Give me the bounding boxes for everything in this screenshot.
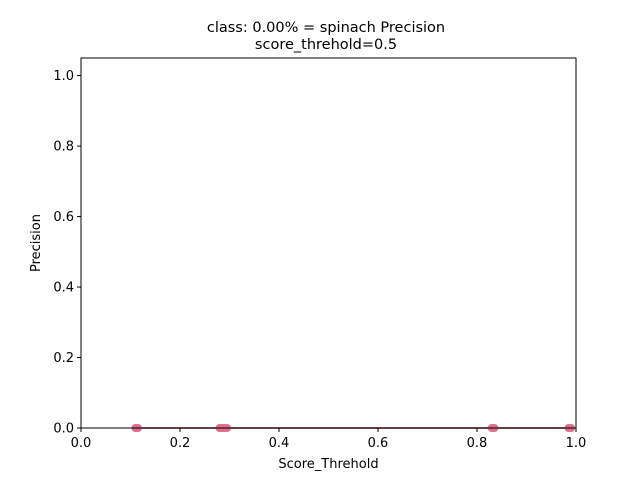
plot-frame <box>80 57 577 429</box>
chart-title-line1: class: 0.00% = spinach Precision <box>207 20 445 36</box>
x-tick-label: 0.6 <box>368 436 389 451</box>
x-axis-label: Score_Threhold <box>278 457 378 472</box>
x-tick-label: 0.0 <box>71 436 92 451</box>
y-tick-label: 0.2 <box>53 351 74 366</box>
chart-title-line2: score_threhold=0.5 <box>255 37 397 53</box>
x-tick-label: 0.4 <box>269 436 290 451</box>
y-tick-label: 0.6 <box>53 210 74 225</box>
y-axis-label: Precision <box>29 214 44 272</box>
y-tick-label: 0.8 <box>53 140 74 155</box>
y-tick-label: 0.4 <box>53 281 74 296</box>
y-tick-label: 0.0 <box>53 422 74 437</box>
x-tick-label: 0.8 <box>467 436 488 451</box>
x-tick-label: 0.2 <box>170 436 191 451</box>
x-tick-label: 1.0 <box>566 436 587 451</box>
y-tick-label: 1.0 <box>53 69 74 84</box>
